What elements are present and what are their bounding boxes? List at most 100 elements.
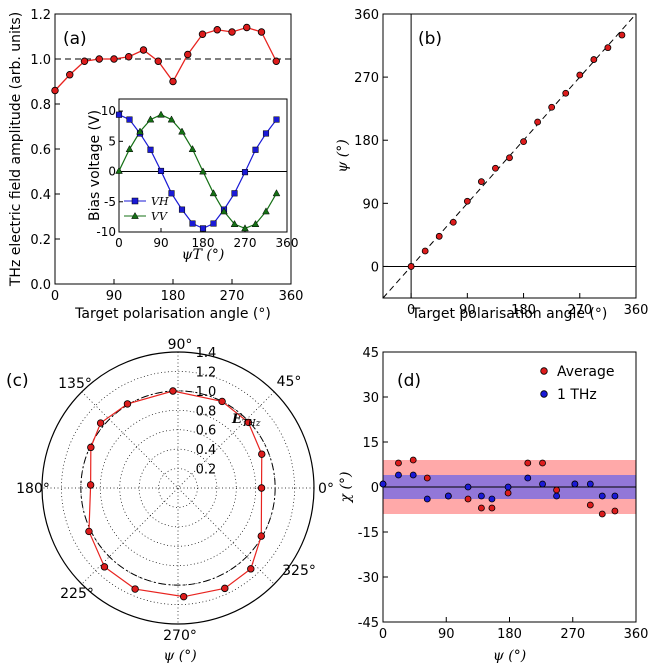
panel-a-xtick-label: 360 bbox=[279, 289, 304, 304]
inset-legend-vh-text: VH bbox=[151, 195, 169, 208]
panel-d-ytick-label: 15 bbox=[362, 436, 379, 451]
panel-b-point bbox=[463, 197, 471, 205]
inset-vv-point bbox=[230, 220, 239, 227]
inset-legend-vv-marker bbox=[131, 211, 139, 219]
panel-b-xtick-label: 180 bbox=[511, 303, 536, 318]
panel-d-1thz-point bbox=[477, 492, 485, 500]
polar-point bbox=[258, 450, 266, 458]
panel-b-point bbox=[449, 218, 457, 226]
inset-xtick-label: 360 bbox=[276, 236, 299, 250]
panel-a-point bbox=[257, 28, 266, 36]
polar-point bbox=[100, 563, 109, 571]
panel-d-legend-1thz-text: 1 THz bbox=[557, 387, 597, 403]
panel-b-xlabel: Target polarisation angle (°) bbox=[411, 306, 608, 322]
panel-a-xtick-label: 270 bbox=[220, 289, 245, 304]
inset-legend-vh-marker bbox=[131, 197, 139, 205]
inset-frame bbox=[118, 98, 288, 233]
panel-b-label: (b) bbox=[418, 29, 442, 49]
polar-grid-circle bbox=[138, 448, 218, 528]
panel-d-legend-average-text: Average bbox=[557, 364, 615, 380]
panel-d-ytick-label: -30 bbox=[358, 571, 379, 586]
panel-d-average-point bbox=[586, 501, 594, 509]
panel-d-1thz-point bbox=[488, 495, 496, 503]
inset-vv-point bbox=[146, 115, 155, 123]
inset-ytick-label: 0 bbox=[108, 165, 116, 179]
panel-d-1thz-point bbox=[586, 480, 594, 488]
panel-a-point bbox=[51, 86, 59, 95]
inset-vh-point bbox=[262, 130, 270, 137]
panel-b-point bbox=[506, 154, 513, 162]
polar-point bbox=[96, 419, 105, 427]
polar-reference-circle bbox=[80, 390, 276, 586]
panel-a-point bbox=[139, 46, 148, 54]
panel-a-point bbox=[169, 77, 177, 86]
panel-d-xtick-label: 180 bbox=[497, 627, 522, 642]
panel-a-ytick-label: 0.4 bbox=[30, 188, 51, 203]
panel-d-ytick-label: -15 bbox=[358, 526, 379, 541]
panel-a-ytick-label: 0.6 bbox=[30, 143, 51, 158]
panel-b-point bbox=[548, 103, 556, 111]
panel-a-point bbox=[80, 57, 89, 65]
inset-vh-point bbox=[241, 169, 249, 176]
panel-a-ytick-label: 0.8 bbox=[30, 98, 51, 113]
polar-angle-label-325: 325° bbox=[282, 563, 316, 579]
panel-b-ytick-label: 180 bbox=[354, 134, 379, 149]
panel-d-1thz-point bbox=[553, 492, 560, 500]
polar-radial-tick-label: 0.4 bbox=[196, 443, 217, 458]
polar-point bbox=[86, 481, 95, 489]
inset-ylabel: Bias voltage (V) bbox=[87, 110, 103, 221]
polar-angle-label-90: 90° bbox=[168, 337, 193, 353]
polar-angle-label-135: 135° bbox=[58, 376, 92, 392]
inset-vh-line bbox=[118, 114, 277, 230]
polar-point bbox=[87, 443, 95, 452]
panel-b-point bbox=[435, 232, 443, 240]
panel-d-xtick-label: 360 bbox=[624, 627, 649, 642]
polar-grid-circle bbox=[61, 371, 295, 605]
polar-point bbox=[179, 592, 188, 601]
panel-d-average-point bbox=[524, 459, 532, 467]
polar-point bbox=[257, 484, 266, 492]
panel-d-xtick-label: 90 bbox=[438, 627, 455, 642]
panel-d-1thz-point bbox=[395, 471, 402, 479]
panel-a-point bbox=[184, 50, 192, 59]
inset-vh-point bbox=[273, 116, 280, 123]
polar-point bbox=[247, 565, 255, 573]
panel-d-ytick-label: 0 bbox=[371, 481, 379, 496]
inset-vv-point bbox=[241, 224, 249, 232]
polar-point bbox=[244, 418, 253, 427]
panel-d-1thz-point bbox=[524, 474, 532, 482]
panel-a-point bbox=[243, 23, 251, 32]
panel-b-xtick-label: 360 bbox=[624, 303, 649, 318]
panel-b-point bbox=[477, 178, 485, 185]
panel-d-average-point bbox=[504, 489, 512, 497]
panel-d-average-point bbox=[553, 486, 560, 494]
panel-b-ytick-label: 270 bbox=[354, 71, 379, 86]
panel-d-1thz-point bbox=[504, 483, 512, 491]
panel-d-xtick-label: 0 bbox=[379, 627, 387, 642]
panel-b-point bbox=[534, 118, 542, 126]
inset-legend-vv-text: VV bbox=[151, 210, 168, 223]
polar-radial-tick-label: 1.4 bbox=[196, 346, 217, 361]
inset-vh-point bbox=[157, 167, 165, 174]
panel-d-average-point bbox=[409, 456, 417, 464]
inset-xtick-label: 90 bbox=[153, 236, 168, 250]
panel-b-point bbox=[421, 247, 429, 255]
polar-point bbox=[131, 585, 139, 593]
panel-a-xlabel: Target polarisation angle (°) bbox=[74, 306, 271, 322]
panel-d-1thz-point bbox=[598, 492, 606, 500]
panel-d-label: (d) bbox=[397, 371, 421, 391]
inset-ytick-label: 10 bbox=[101, 104, 116, 118]
panel-d-1thz-point bbox=[611, 492, 619, 500]
inset-vv-point bbox=[188, 145, 197, 153]
polar-point bbox=[257, 532, 265, 540]
panel-b-xtick-label: 0 bbox=[407, 303, 415, 318]
polar-point bbox=[85, 527, 93, 536]
inset-vv-point bbox=[251, 220, 260, 227]
panel-d-average-point bbox=[423, 474, 431, 482]
panel-d-ytick-label: 30 bbox=[362, 391, 379, 406]
inset-vv-line bbox=[118, 114, 278, 230]
inset-vh-point bbox=[231, 190, 238, 197]
panel-d-ylabel: χ (°) bbox=[338, 472, 354, 504]
inset-vv-point bbox=[220, 207, 228, 215]
polar-radial-label: ETHz bbox=[231, 412, 261, 429]
